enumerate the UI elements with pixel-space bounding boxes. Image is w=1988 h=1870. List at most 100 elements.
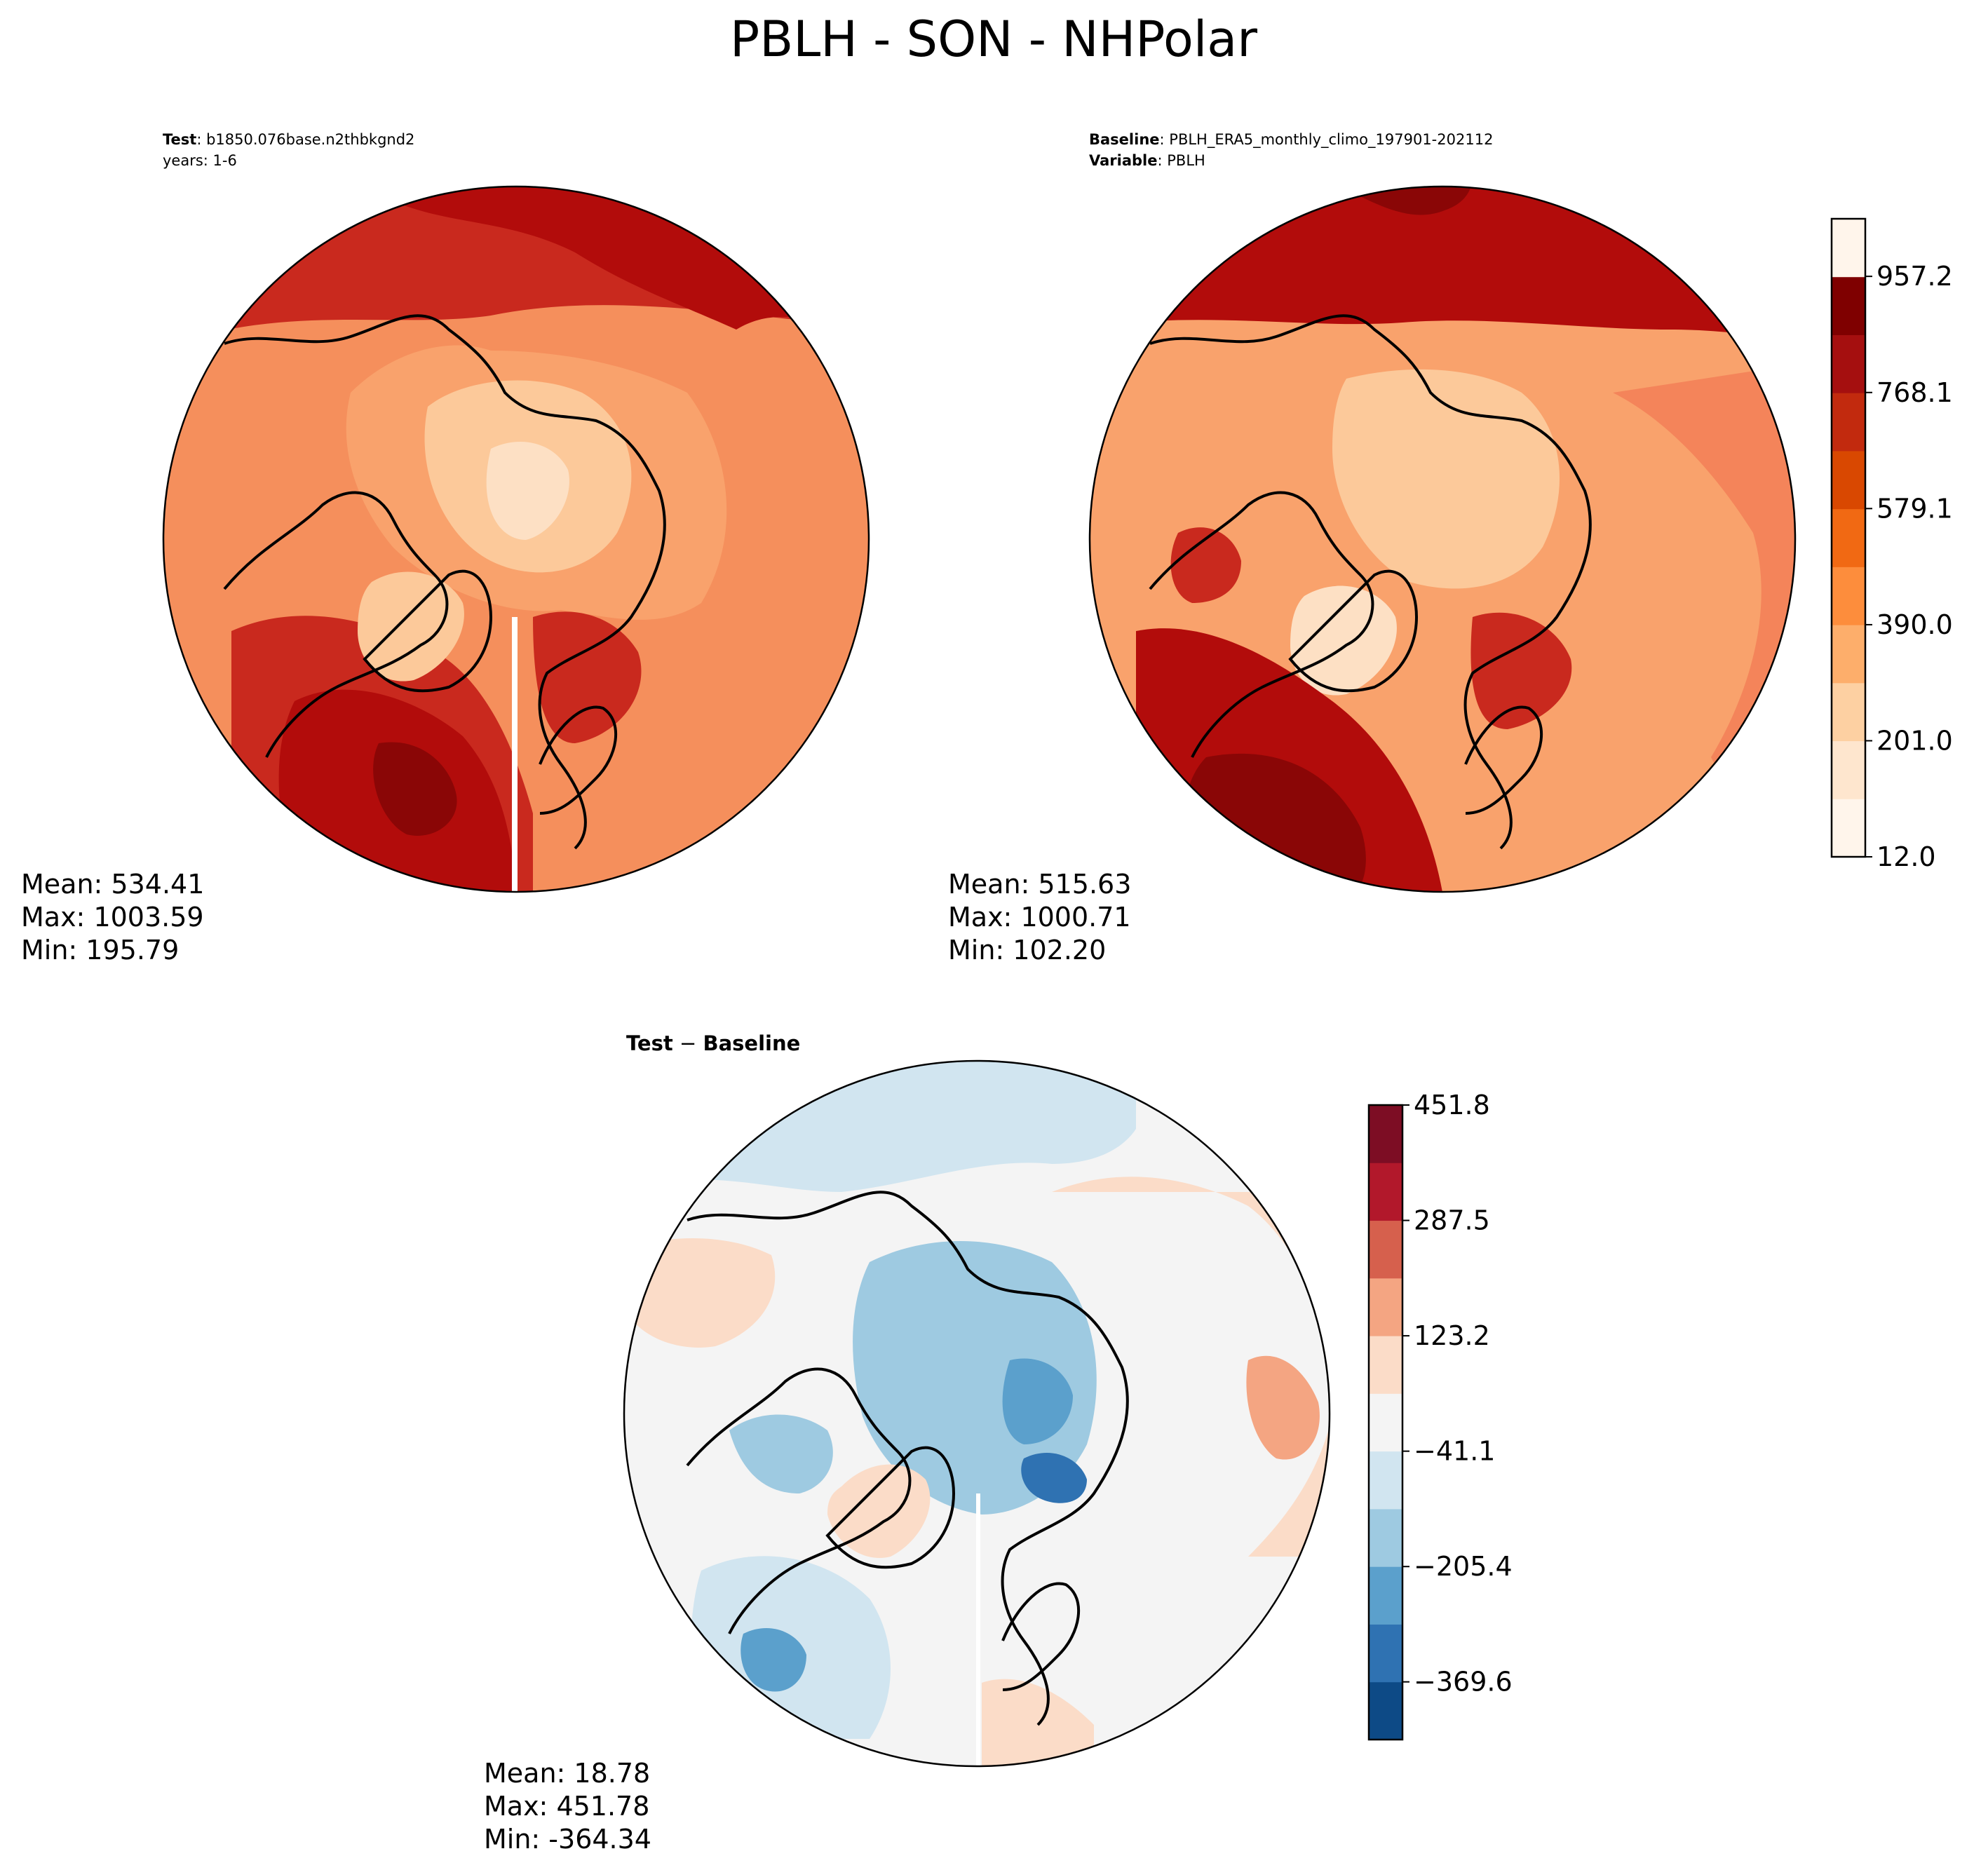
baseline-colorbar-level-4 (1832, 567, 1865, 625)
test-map-missing-strip (512, 617, 518, 892)
baseline-map-coastline-greenland (1288, 569, 1419, 693)
diff-colorbar-level-2 (1369, 1566, 1402, 1625)
diff-min-stat: Min: -364.34 (484, 1824, 651, 1855)
diff-title-right: Baseline (703, 1031, 800, 1055)
baseline-min-stat: Min: 102.20 (948, 935, 1106, 966)
baseline-colorbar-level-2 (1832, 682, 1865, 742)
diff-map-contour-siberia-red (1246, 1355, 1320, 1460)
test-map-coastline-eurasia (224, 314, 666, 850)
baseline-mean-stat: Mean: 515.63 (948, 869, 1131, 900)
baseline-case-label: Baseline: PBLH_ERA5_monthly_climo_197901… (1089, 131, 1493, 149)
baseline-colorbar-level-6 (1832, 450, 1865, 510)
diff-map-coastline-north-america (686, 1367, 912, 1634)
diff-title: Test − Baseline (626, 1031, 800, 1055)
diff-colorbar-level-4 (1369, 1451, 1402, 1510)
baseline-map-contour-greenland (1290, 585, 1397, 696)
baseline-colorbar-tick-label-2: 390.0 (1877, 609, 1953, 640)
diff-colorbar-level-0 (1369, 1681, 1402, 1740)
baseline-colorbar-tick-label-5: 957.2 (1877, 261, 1953, 292)
figure-title: PBLH - SON - NHPolar (730, 11, 1257, 68)
diff-mean-stat: Mean: 18.78 (484, 1758, 650, 1789)
baseline-colorbar: 12.0 201.0 390.0 579.1 768.1 957.2 (1830, 217, 1953, 872)
diff-colorbar-level-5 (1369, 1393, 1402, 1452)
diff-colorbar-tick-label-2: −41.1 (1414, 1436, 1495, 1467)
test-case-name: b1850.076base.n2thbkgnd2 (206, 131, 414, 148)
diff-colorbar-level-8 (1369, 1220, 1402, 1279)
baseline-map-coastline-scandinavia (1464, 705, 1543, 815)
diff-colorbar-level-6 (1369, 1336, 1402, 1394)
baseline-colorbar-tick-label-4: 768.1 (1877, 377, 1953, 408)
diff-colorbar-level-3 (1369, 1508, 1402, 1567)
test-map-contour-pole (486, 442, 569, 540)
diff-colorbar-tick-label-0: −369.6 (1414, 1667, 1513, 1698)
diff-map (623, 1059, 1331, 1768)
baseline-colorbar-level-3 (1832, 625, 1865, 684)
diff-max-stat: Max: 451.78 (484, 1791, 649, 1822)
variable-label-sep: : (1157, 152, 1167, 169)
baseline-variable-label: Variable: PBLH (1089, 152, 1205, 169)
baseline-map-contour-arctic (1332, 369, 1560, 589)
test-map-coastline-scandinavia (539, 705, 618, 815)
baseline-label-sep: : (1160, 131, 1170, 148)
baseline-colorbar-frame (1830, 217, 1867, 858)
baseline-map-contour-labrador (1170, 527, 1241, 603)
diff-colorbar-level-10 (1369, 1105, 1402, 1163)
diff-colorbar-tick-label-1: −205.4 (1414, 1551, 1513, 1582)
diff-map-contour-arctic-core (1002, 1358, 1073, 1444)
diff-colorbar-level-1 (1369, 1624, 1402, 1683)
baseline-colorbar-level-1 (1832, 740, 1865, 799)
baseline-map (1088, 185, 1797, 893)
variable-label-bold: Variable (1089, 152, 1157, 169)
test-case-label: Test: b1850.076base.n2thbkgnd2 (163, 131, 414, 148)
test-mean-stat: Mean: 534.41 (21, 869, 204, 900)
baseline-colorbar-level-5 (1832, 508, 1865, 567)
diff-map-outline (623, 1059, 1331, 1768)
baseline-max-stat: Max: 1000.71 (948, 902, 1131, 933)
diff-colorbar-tick-label-5: 451.8 (1414, 1090, 1490, 1120)
diff-title-left: Test (626, 1031, 673, 1055)
baseline-map-contour-north-max (1332, 187, 1473, 215)
diff-colorbar-tick-label-4: 287.5 (1414, 1205, 1490, 1236)
diff-map-missing-strip (976, 1493, 980, 1766)
diff-map-contour-canada-blue (729, 1414, 833, 1493)
baseline-colorbar-level-9 (1832, 276, 1865, 335)
test-map (162, 185, 870, 893)
baseline-label-bold: Baseline (1089, 131, 1160, 148)
baseline-case-name: PBLH_ERA5_monthly_climo_197901-202112 (1169, 131, 1493, 149)
diff-colorbar-frame (1367, 1104, 1404, 1741)
diff-colorbar-level-9 (1369, 1163, 1402, 1221)
baseline-map-coastline-north-america (1149, 491, 1374, 758)
diff-map-contour-arctic-blue (853, 1241, 1097, 1515)
baseline-colorbar-tick-label-0: 12.0 (1877, 841, 1936, 872)
baseline-map-coastline-eurasia (1149, 314, 1592, 850)
diff-map-contour-atlantic-core (741, 1627, 806, 1692)
test-map-outline (162, 185, 870, 893)
baseline-colorbar-tick-label-3: 579.1 (1877, 493, 1953, 524)
variable-name: PBLH (1167, 152, 1205, 169)
test-min-stat: Min: 195.79 (21, 935, 179, 966)
test-map-contour-greenland (358, 571, 464, 682)
diff-map-contour-west-red (624, 1238, 776, 1348)
test-map-coastline-north-america (223, 491, 449, 758)
test-map-contour-atlantic-max (373, 742, 457, 836)
diff-colorbar-level-7 (1369, 1278, 1402, 1336)
test-years-label: years: 1-6 (163, 152, 237, 169)
diff-colorbar-tick-label-3: 123.2 (1414, 1320, 1490, 1351)
baseline-map-contour-norwegian (1470, 612, 1572, 729)
baseline-colorbar-level-0 (1832, 799, 1865, 858)
diff-map-contour-barents-blue (1021, 1452, 1087, 1503)
diff-title-sep: − (673, 1031, 703, 1055)
test-max-stat: Max: 1003.59 (21, 902, 204, 933)
baseline-colorbar-level-8 (1832, 334, 1865, 393)
diff-map-coastline-scandinavia (1001, 1582, 1081, 1691)
baseline-map-outline (1088, 185, 1797, 893)
diff-map-coastline-eurasia (687, 1191, 1129, 1726)
test-label-bold: Test (163, 131, 196, 148)
test-map-coastline-greenland (363, 569, 493, 693)
test-map-contour-norwegian (533, 611, 642, 743)
baseline-colorbar-tick-label-1: 201.0 (1877, 725, 1953, 756)
baseline-colorbar-level-10 (1832, 219, 1865, 278)
diff-map-contour-greenland-red (827, 1464, 931, 1558)
diff-colorbar: −369.6 −205.4 −41.1 123.2 287.5 451.8 (1367, 1090, 1513, 1741)
